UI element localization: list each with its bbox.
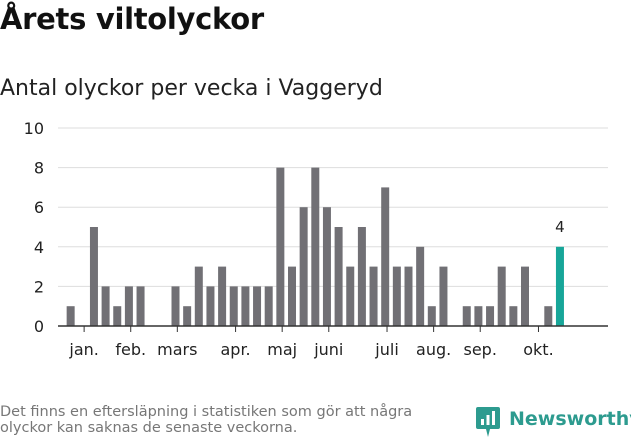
y-tick-label: 4 [34, 238, 44, 257]
bar [288, 266, 296, 326]
y-tick-label: 6 [34, 198, 44, 217]
bar [509, 306, 518, 326]
chart-title: Årets viltolyckor [0, 2, 264, 36]
x-tick-label: juni [313, 340, 343, 359]
bar [427, 306, 436, 326]
bar [474, 306, 483, 326]
x-tick-label: okt. [523, 340, 553, 359]
x-tick-label: sep. [464, 340, 497, 359]
bar [136, 286, 145, 326]
y-tick-label: 0 [34, 317, 44, 336]
brand[interactable]: Newsworthy [475, 405, 631, 441]
bar [194, 266, 203, 326]
data-label: 4 [555, 218, 565, 236]
bar [183, 306, 192, 326]
bar [439, 266, 448, 326]
bar-chart: 0 2 4 6 8 10 4 jan. feb. mars apr. maj juni juli aug. s… [24, 119, 608, 359]
bar [392, 266, 401, 326]
bar [322, 207, 331, 326]
brand-name: Newsworthy [509, 408, 631, 430]
bar [334, 227, 343, 326]
bar [521, 266, 529, 326]
bar [264, 286, 273, 326]
bar [497, 266, 506, 326]
x-tick-label: maj [267, 340, 297, 359]
bar [299, 207, 308, 326]
newsworthy-logo-icon [476, 407, 500, 437]
footnote: Det finns en eftersläpning i statistiken… [0, 404, 413, 436]
y-tick-label: 2 [34, 277, 44, 296]
bar [229, 286, 238, 326]
bar [66, 306, 75, 326]
bar [218, 266, 227, 326]
bar [357, 227, 366, 326]
x-tick-label: jan. [68, 340, 98, 359]
y-tick-label: 10 [24, 119, 44, 138]
x-tick-label: apr. [220, 340, 250, 359]
bar [124, 286, 133, 326]
y-tick-label: 8 [34, 159, 44, 178]
chart-subtitle: Antal olyckor per vecka i Vaggeryd [0, 76, 383, 101]
bar [276, 167, 285, 326]
bar [369, 266, 378, 326]
bar [171, 286, 180, 326]
x-tick-label: juli [374, 340, 398, 359]
bar [462, 306, 471, 326]
bar [206, 286, 215, 326]
bar [346, 266, 355, 326]
bar [241, 286, 250, 326]
bar [89, 227, 98, 326]
bar [113, 306, 122, 326]
x-tick-label: mars [157, 340, 197, 359]
x-tick-label: aug. [416, 340, 451, 359]
bar-highlight [555, 246, 564, 326]
bar [486, 306, 495, 326]
bar [404, 266, 413, 326]
bar [253, 286, 262, 326]
bar [311, 167, 320, 326]
bar [101, 286, 110, 326]
bar [381, 187, 390, 326]
x-tick-label: feb. [115, 340, 146, 359]
bar [416, 246, 425, 326]
bar [544, 306, 553, 326]
